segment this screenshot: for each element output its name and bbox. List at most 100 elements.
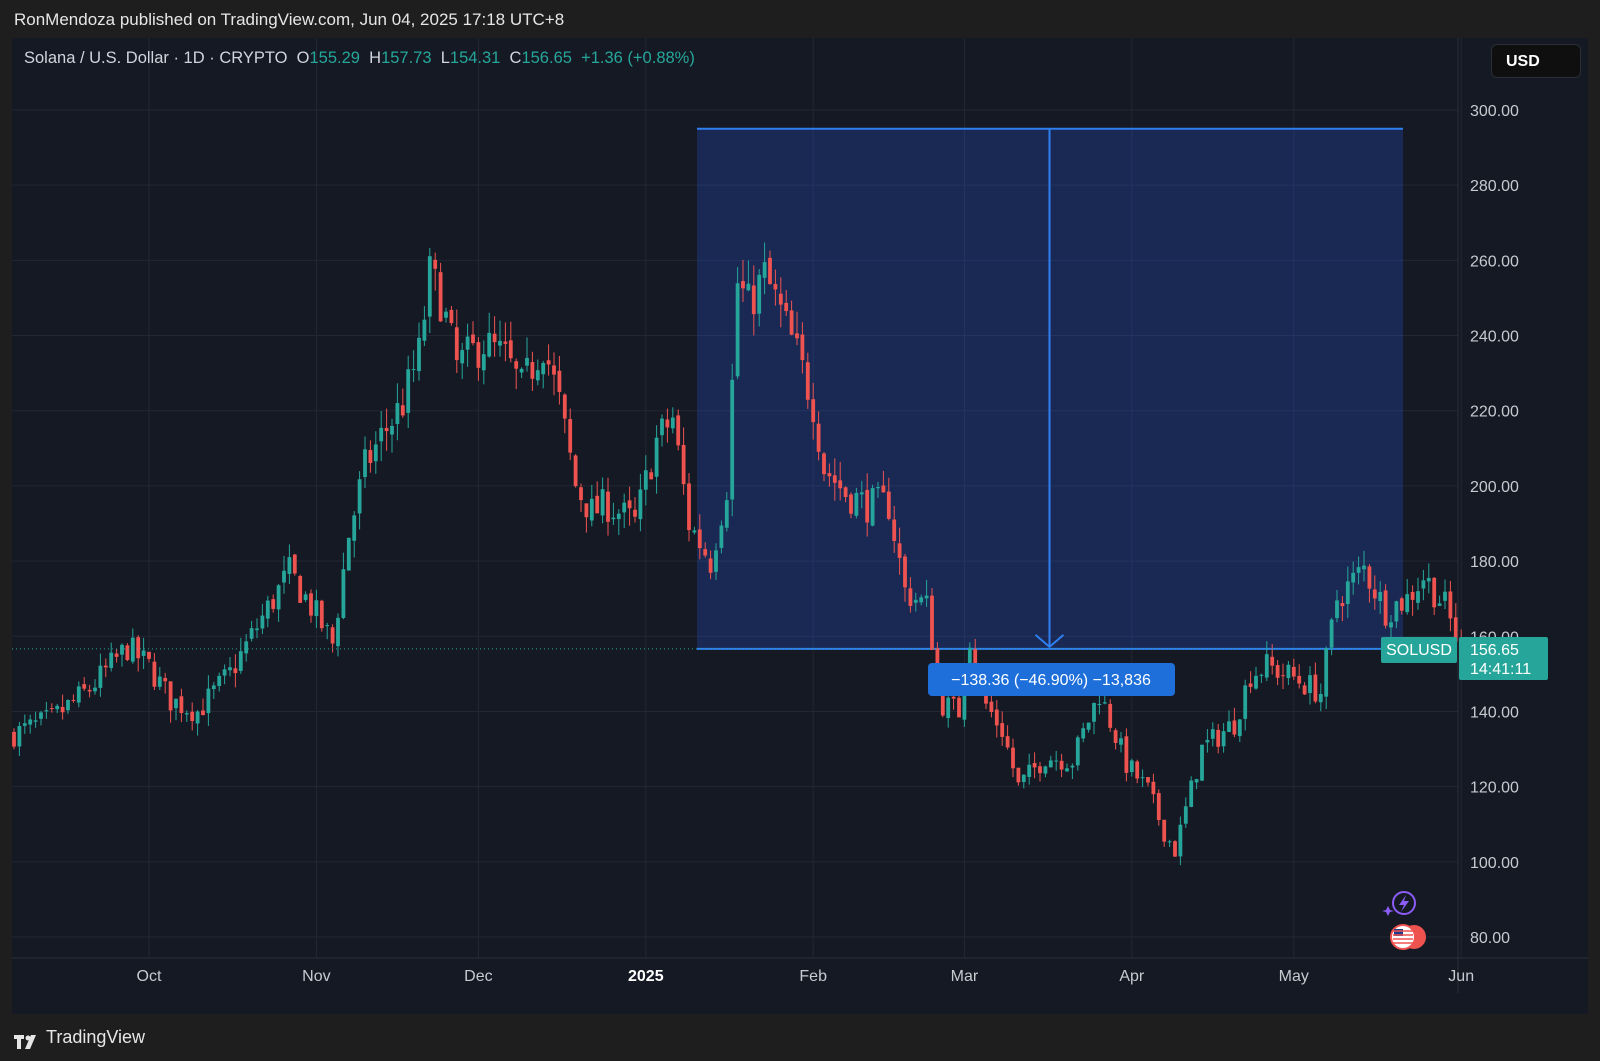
candle-body <box>1102 702 1107 704</box>
candle-body <box>525 357 529 366</box>
tradingview-logo-icon <box>14 1035 36 1049</box>
candle-body <box>859 492 864 495</box>
footer-bar <box>0 1014 1600 1061</box>
y-tick-label: 300.00 <box>1470 103 1519 120</box>
candle-body <box>519 368 524 373</box>
candle-body <box>1129 760 1134 773</box>
candle-body <box>1383 590 1388 626</box>
candle-body <box>1378 591 1383 602</box>
candle-body <box>492 333 497 343</box>
candle-body <box>98 665 103 688</box>
candle-body <box>379 427 384 442</box>
candle-body <box>913 599 918 603</box>
candle-body <box>670 417 675 429</box>
candle-body <box>260 615 265 629</box>
candle-body <box>897 543 902 558</box>
candle-body <box>1210 729 1215 739</box>
candle-body <box>535 370 540 381</box>
candle-body <box>152 661 157 687</box>
candle-body <box>476 342 481 368</box>
overlays: −138.36 (−46.90%) −13,836 SOLUSD 156.65 14:… <box>12 637 1548 950</box>
candle-body <box>805 362 810 400</box>
candle-body <box>444 311 448 318</box>
measure-label-box <box>928 663 1175 696</box>
candle-body <box>541 362 546 375</box>
candle-body <box>789 310 794 335</box>
candle-body <box>795 333 799 339</box>
candle-body <box>768 257 772 285</box>
x-tick-label: Nov <box>302 968 330 985</box>
candle-body <box>39 712 43 719</box>
candle-body <box>919 597 924 603</box>
candle-body <box>346 537 351 571</box>
candle-body <box>195 711 200 724</box>
candle-body <box>1270 656 1275 666</box>
candle-body <box>1140 777 1145 779</box>
candle-body <box>265 600 270 619</box>
candle-body <box>800 334 805 361</box>
candle-body <box>238 651 243 671</box>
candle-body <box>1302 685 1307 695</box>
candle-body <box>417 337 421 372</box>
candle-body <box>1372 589 1377 599</box>
candle-body <box>1027 764 1032 777</box>
candle-body <box>1286 664 1291 678</box>
candle-body <box>292 554 297 574</box>
candle-body <box>217 675 222 687</box>
candle-body <box>854 492 859 516</box>
candle-body <box>1237 719 1242 737</box>
candle-body <box>60 706 65 713</box>
x-tick-label: Apr <box>1119 968 1145 985</box>
candle-body <box>168 681 173 711</box>
candle-body <box>649 472 654 480</box>
candle-body <box>1340 602 1345 607</box>
high-label: H <box>369 49 382 67</box>
x-tick-label: May <box>1279 968 1309 985</box>
candle-body <box>454 327 459 361</box>
candle-body <box>1345 581 1350 604</box>
candle-body <box>1232 720 1237 735</box>
price-axis: 300.00 280.00 260.00 240.00 220.00 200.00 180.… <box>1457 38 1519 993</box>
chart-pane[interactable] <box>12 38 1588 1014</box>
candle-body <box>309 593 313 616</box>
candle-body <box>1351 572 1356 583</box>
candle-body <box>881 485 886 493</box>
candle-body <box>1065 768 1069 772</box>
candle-body <box>633 509 637 517</box>
candle-body <box>638 489 643 520</box>
us-flag-canton <box>1394 929 1403 936</box>
candle-body <box>778 293 783 305</box>
candle-body <box>49 708 54 710</box>
candle-body <box>773 283 778 290</box>
candle-body <box>1205 739 1210 743</box>
x-tick-label: Feb <box>799 968 827 985</box>
brand-name: TradingView <box>46 1027 146 1047</box>
x-tick-label: Jun <box>1448 968 1474 985</box>
candle-body <box>1054 760 1059 762</box>
candle-body <box>368 450 373 464</box>
candle-body <box>66 699 70 711</box>
candle-body <box>336 617 340 647</box>
candle-body <box>211 685 216 690</box>
candle-body <box>606 491 610 522</box>
candle-body <box>751 285 756 315</box>
candle-body <box>1178 824 1183 857</box>
candle-body <box>816 423 821 452</box>
candle-body <box>1011 747 1015 769</box>
candle-body <box>1448 591 1453 619</box>
y-tick-label: 180.00 <box>1470 554 1519 571</box>
candle-body <box>514 361 519 369</box>
y-tick-label: 100.00 <box>1470 855 1519 872</box>
price-range-measure <box>697 127 1403 650</box>
candle-body <box>433 259 438 269</box>
candle-body <box>832 475 837 483</box>
symbol-title: Solana / U.S. Dollar · 1D · CRYPTO <box>24 49 288 67</box>
currency-button[interactable]: USD <box>1491 44 1581 78</box>
candle-body <box>1324 648 1329 697</box>
candlestick-chart[interactable]: 300.00 280.00 260.00 240.00 220.00 200.00 180.… <box>0 0 1600 1014</box>
candle-body <box>622 502 627 513</box>
candle-body <box>660 418 664 436</box>
candle-body <box>784 302 789 312</box>
candle-body <box>827 473 832 477</box>
candle-body <box>228 667 232 671</box>
